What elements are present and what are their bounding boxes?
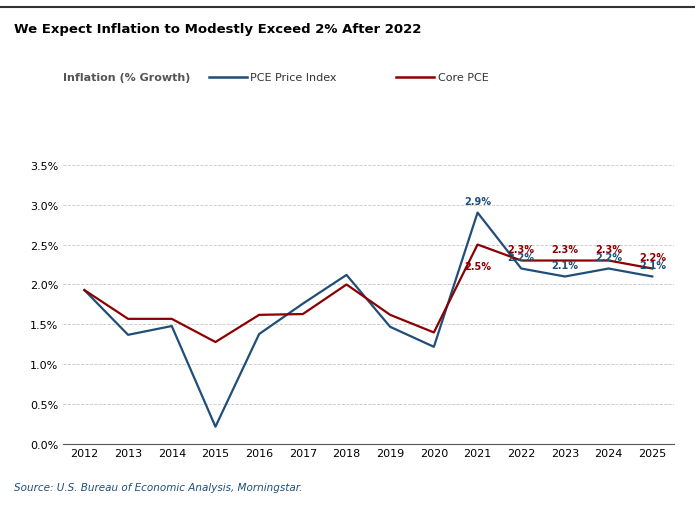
Text: 2.3%: 2.3%	[595, 244, 622, 254]
Text: 2.1%: 2.1%	[551, 260, 578, 270]
Text: 2.2%: 2.2%	[639, 252, 666, 262]
Text: 2.2%: 2.2%	[508, 252, 534, 262]
Text: We Expect Inflation to Modestly Exceed 2% After 2022: We Expect Inflation to Modestly Exceed 2…	[14, 23, 421, 36]
Text: 2.1%: 2.1%	[639, 260, 666, 270]
Text: 2.5%: 2.5%	[464, 262, 491, 272]
Text: Inflation (% Growth): Inflation (% Growth)	[63, 73, 190, 83]
Text: Core PCE: Core PCE	[438, 73, 489, 83]
Text: PCE Price Index: PCE Price Index	[250, 73, 336, 83]
Text: 2.3%: 2.3%	[551, 244, 578, 254]
Text: Source: U.S. Bureau of Economic Analysis, Morningstar.: Source: U.S. Bureau of Economic Analysis…	[14, 482, 302, 492]
Text: 2.2%: 2.2%	[595, 252, 622, 262]
Text: 2.9%: 2.9%	[464, 196, 491, 206]
Text: 2.3%: 2.3%	[508, 244, 534, 254]
